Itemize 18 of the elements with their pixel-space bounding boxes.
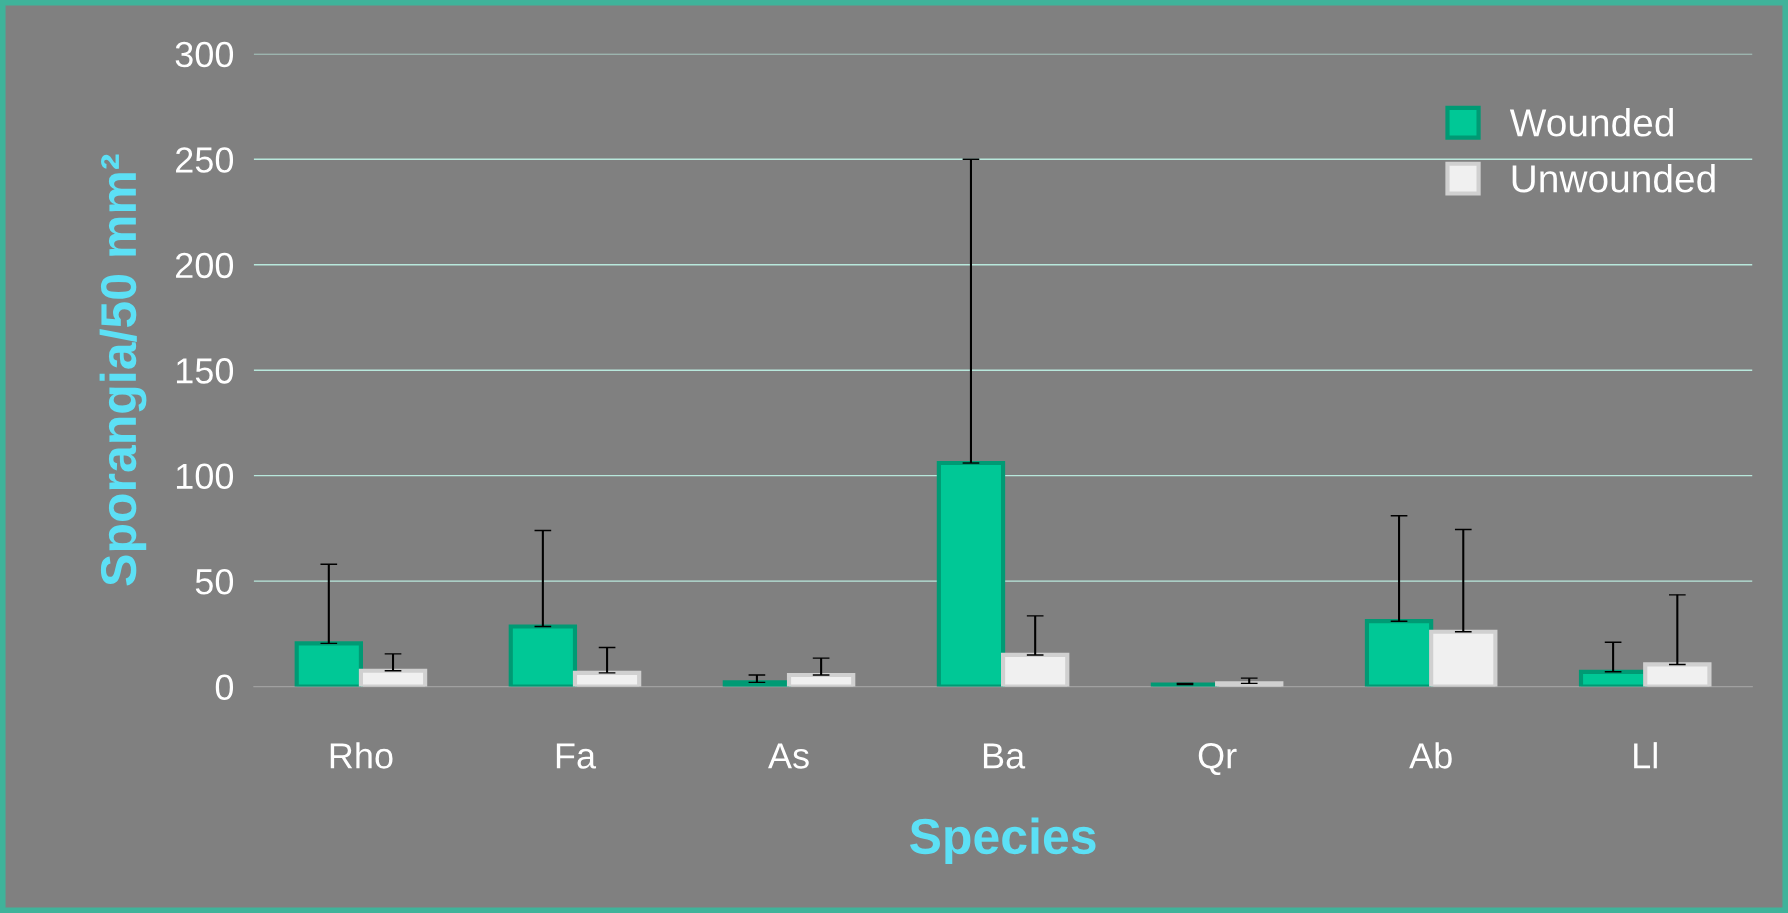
x-tick-label: Rho	[330, 742, 393, 769]
x-tick-label: Ab	[1409, 742, 1452, 769]
y-tick-label: 150	[176, 358, 234, 384]
y-tick-label: 0	[215, 674, 234, 701]
x-axis-title: Species	[910, 817, 1096, 865]
x-tick-label: Ba	[983, 743, 1026, 769]
x-tick-label: As	[768, 743, 809, 769]
y-tick-label: 100	[176, 463, 234, 490]
x-tick-label: Ll	[1634, 742, 1657, 769]
y-tick-label: 300	[175, 41, 234, 68]
y-tick-label: 200	[176, 252, 234, 279]
legend-label: Wounded	[1509, 108, 1673, 137]
y-tick-label: 250	[176, 147, 234, 173]
x-tick-label: Fa	[556, 743, 597, 769]
x-tick-label: Qr	[1198, 743, 1237, 776]
y-axis-title: Sporangia/50 mm²	[99, 154, 147, 586]
legend-label: Unwounded	[1512, 163, 1715, 193]
y-tick-label: 50	[195, 568, 234, 595]
